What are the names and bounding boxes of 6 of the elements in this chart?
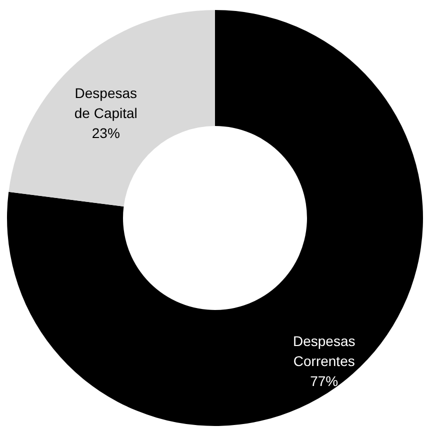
donut-slice — [7, 10, 423, 426]
slice-label: Despesas Correntes — [292, 332, 356, 369]
data-label: 77% — [310, 372, 338, 389]
data-label: 23% — [92, 125, 120, 142]
slice-label: Despesas de Capital — [74, 85, 138, 122]
donut-slice — [8, 10, 215, 206]
